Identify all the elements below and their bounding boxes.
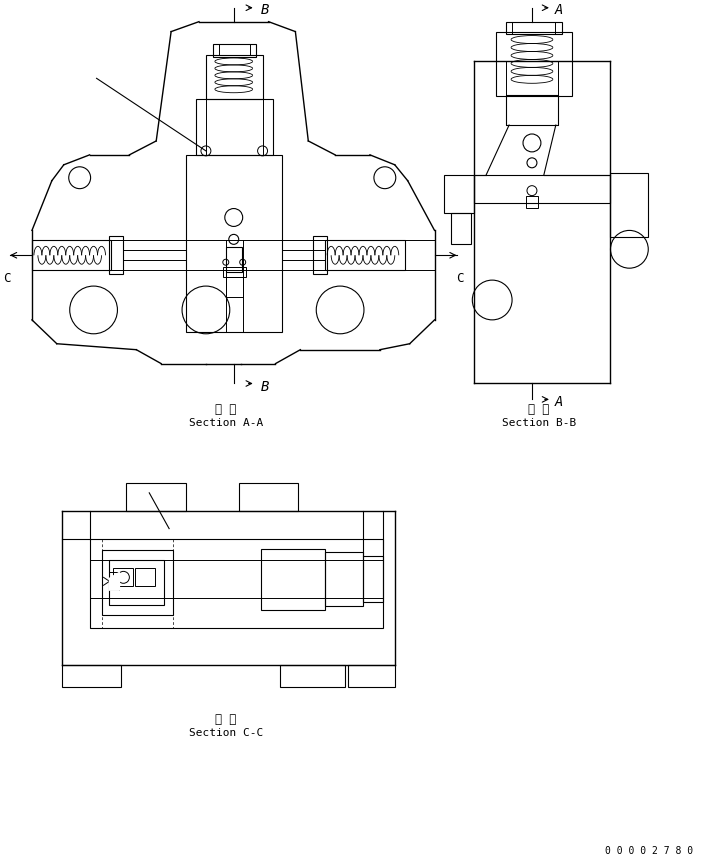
Bar (206, 55, 262, 100)
Bar (506, 22, 562, 34)
Bar (326, 553, 363, 606)
Text: 断 面: 断 面 (215, 713, 237, 726)
Bar (280, 665, 345, 687)
Bar (136, 568, 155, 586)
Bar (32, 241, 111, 270)
Bar (226, 248, 242, 272)
Bar (213, 43, 256, 57)
Text: Section A-A: Section A-A (189, 418, 263, 429)
Bar (526, 196, 538, 208)
Bar (260, 548, 326, 611)
Text: C: C (455, 272, 463, 285)
Bar (363, 557, 383, 602)
Text: C: C (4, 272, 11, 285)
Bar (110, 560, 164, 605)
Bar (110, 236, 123, 275)
Bar (445, 175, 475, 212)
Text: B: B (260, 3, 269, 16)
Bar (196, 100, 272, 155)
Text: Section B-B: Section B-B (502, 418, 576, 429)
Bar (506, 95, 558, 125)
Bar (102, 551, 173, 615)
Text: Section C-C: Section C-C (189, 728, 263, 739)
Bar (62, 665, 121, 687)
Bar (90, 539, 383, 628)
Bar (113, 568, 133, 586)
Bar (475, 175, 610, 203)
Bar (186, 155, 282, 332)
Bar (326, 241, 404, 270)
Text: 断 面: 断 面 (215, 403, 237, 416)
Bar (313, 236, 327, 275)
Bar (496, 31, 571, 96)
Text: 断 面: 断 面 (528, 403, 550, 416)
Text: A: A (555, 396, 563, 410)
Bar (452, 212, 471, 244)
Bar (348, 665, 395, 687)
Text: 0 0 0 0 2 7 8 0: 0 0 0 0 2 7 8 0 (605, 846, 693, 856)
Polygon shape (110, 572, 120, 591)
Bar (239, 483, 298, 511)
Text: B: B (260, 380, 269, 395)
Bar (126, 483, 186, 511)
Bar (226, 277, 242, 297)
Text: A: A (555, 3, 563, 16)
Bar (610, 172, 648, 237)
Bar (223, 268, 246, 277)
